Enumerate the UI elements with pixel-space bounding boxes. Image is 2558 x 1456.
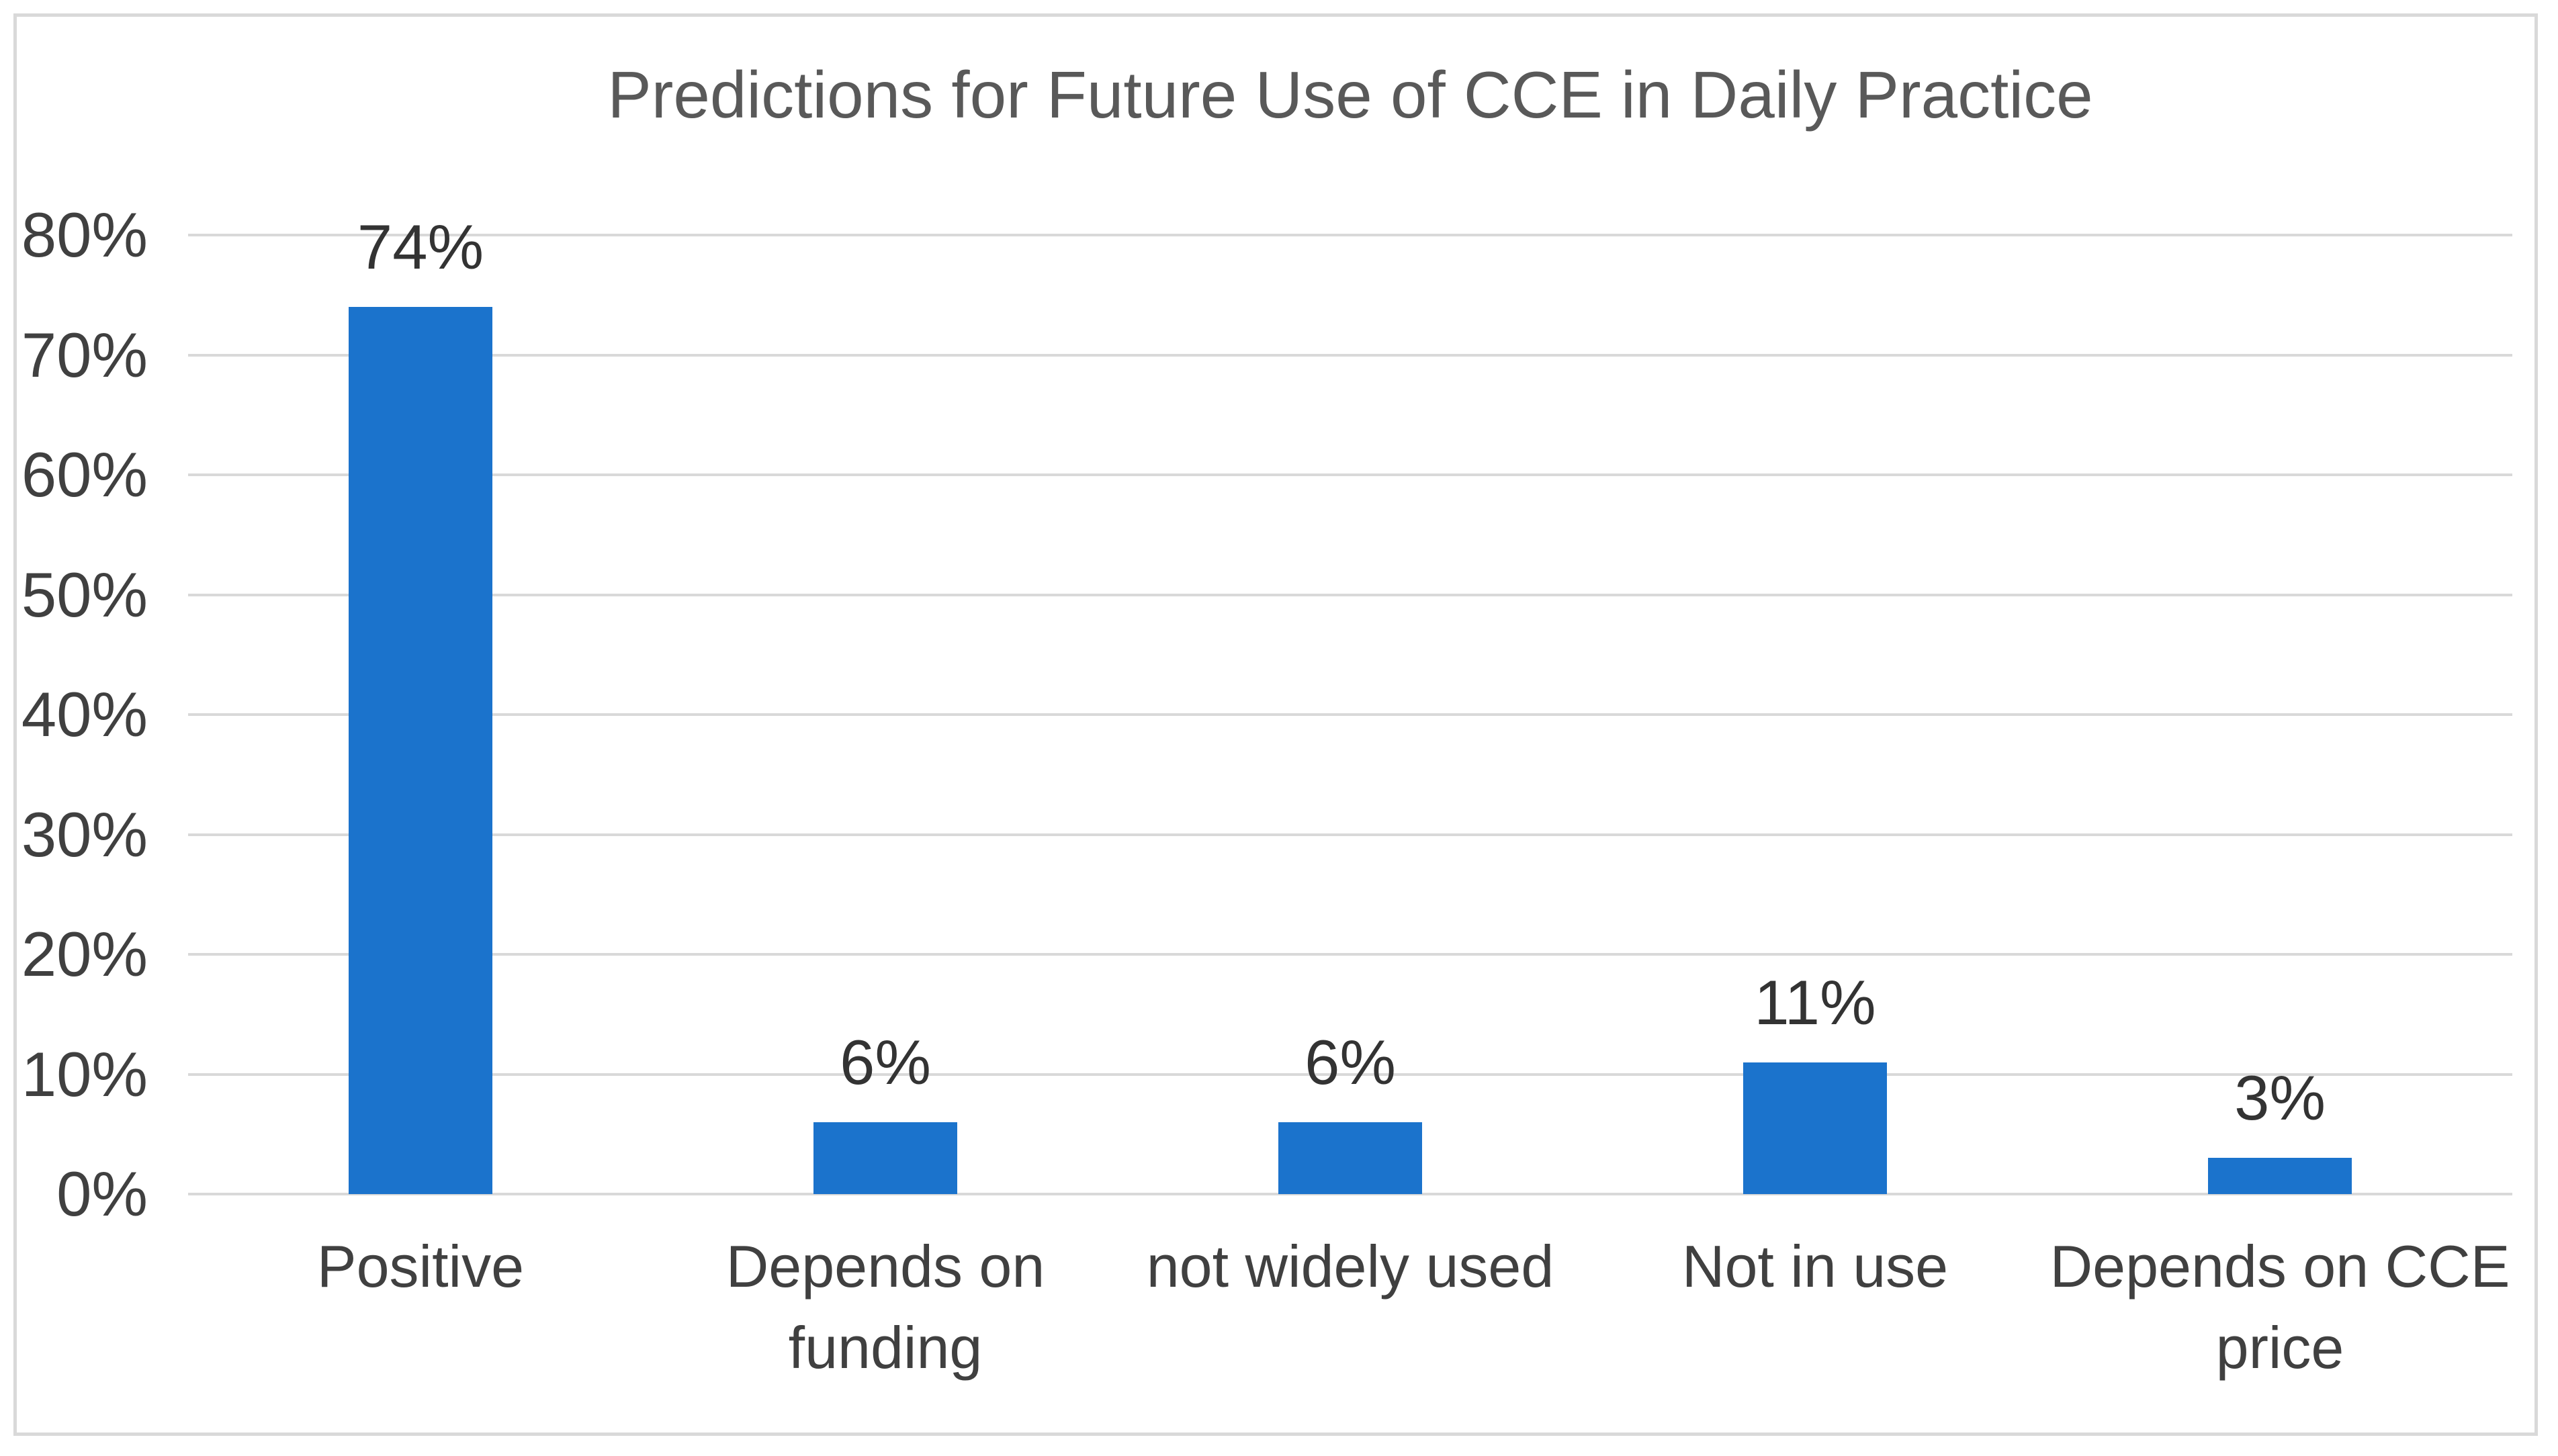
bar-column: 11% xyxy=(1583,235,2047,1194)
x-axis-category-labels: Positive Depends on funding not widely use… xyxy=(188,1226,2512,1389)
y-tick-label: 10% xyxy=(21,1038,148,1109)
bar-value-label: 74% xyxy=(357,212,484,283)
gridline xyxy=(188,473,2512,476)
x-category-label: Not in use xyxy=(1681,1233,1949,1300)
y-tick-label: 80% xyxy=(21,199,148,270)
bars-row: 74% 6% 6% 11% 3% xyxy=(188,216,2512,1194)
y-tick-label: 30% xyxy=(21,799,148,870)
bar-value-label: 6% xyxy=(840,1026,931,1097)
x-axis-baseline xyxy=(188,1193,2512,1195)
bar-value-label: 11% xyxy=(1754,966,1876,1038)
bar-column: 74% xyxy=(188,216,653,1194)
gridline xyxy=(188,353,2512,357)
x-category-label: Depends on funding xyxy=(725,1233,1045,1381)
gridline xyxy=(188,593,2512,596)
x-category-label: Positive xyxy=(316,1233,525,1300)
plot-area: 74% 6% 6% 11% 3% xyxy=(188,216,2512,1195)
chart-figure: Predictions for Future Use of CCE in Dai… xyxy=(13,13,2538,1436)
bar-value-label: 3% xyxy=(2234,1062,2326,1134)
y-tick-label: 40% xyxy=(21,679,148,749)
y-tick-label: 0% xyxy=(56,1158,148,1229)
gridline xyxy=(188,953,2512,956)
bar xyxy=(2208,1158,2352,1194)
bar-column: 6% xyxy=(653,235,1118,1194)
x-category-label: Depends on CCE price xyxy=(2049,1233,2510,1381)
gridline xyxy=(188,1073,2512,1076)
y-axis-tick-labels: 0% 10% 20% 30% 40% 50% 60% 70% 80% xyxy=(17,199,168,1229)
bar-column: 6% xyxy=(1118,235,1583,1194)
y-tick-label: 50% xyxy=(21,559,148,630)
gridline xyxy=(188,833,2512,836)
gridline xyxy=(188,234,2512,236)
bar-value-label: 6% xyxy=(1305,1026,1396,1097)
y-tick-label: 60% xyxy=(21,439,148,510)
gridline xyxy=(188,713,2512,716)
x-category-label: not widely used xyxy=(1146,1233,1554,1300)
y-tick-label: 70% xyxy=(21,319,148,390)
bar xyxy=(349,307,492,1194)
bar xyxy=(1743,1062,1887,1194)
y-tick-label: 20% xyxy=(21,919,148,989)
bar xyxy=(813,1122,957,1194)
bar-column: 3% xyxy=(2047,235,2512,1194)
chart-title: Predictions for Future Use of CCE in Dai… xyxy=(607,58,2093,132)
bar xyxy=(1278,1122,1422,1194)
